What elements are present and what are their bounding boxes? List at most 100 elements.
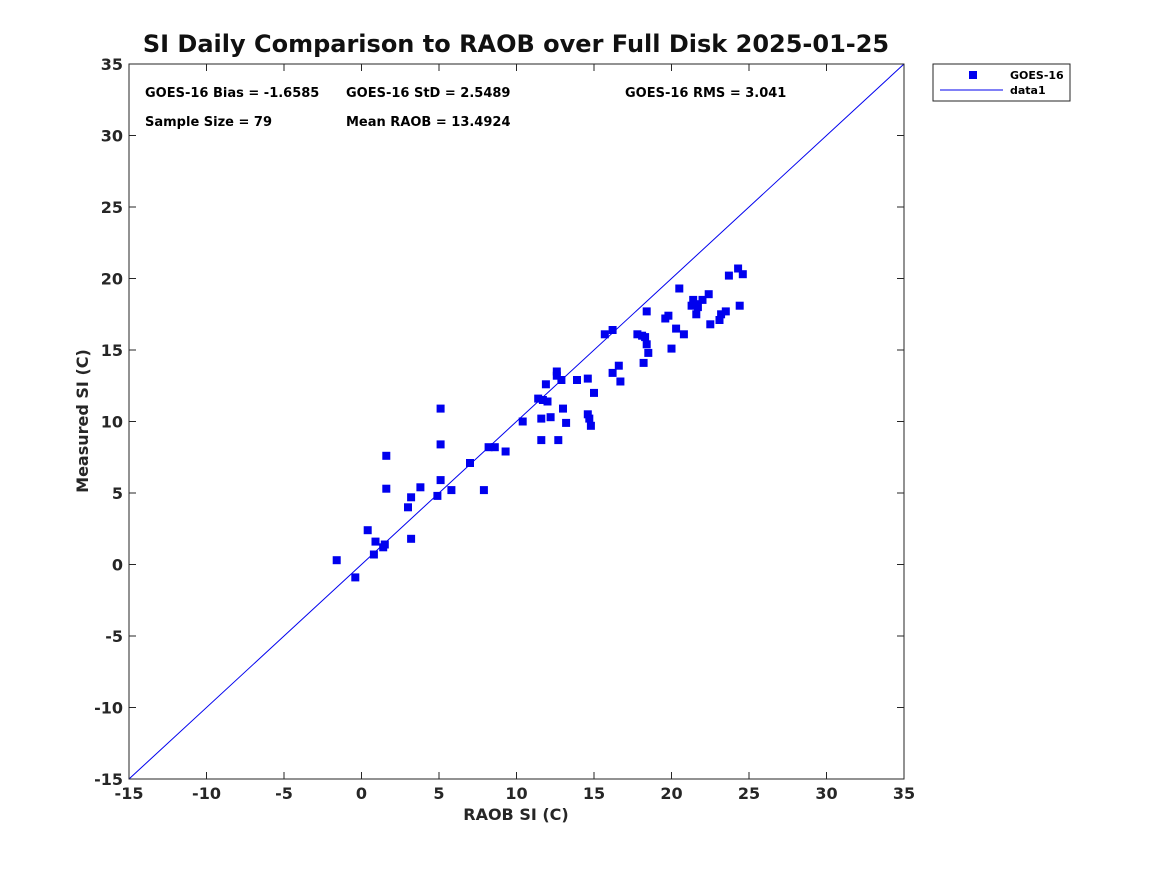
data-point-58: [672, 324, 681, 333]
y-tick-label: -15: [94, 770, 123, 789]
y-tick-label: 25: [101, 198, 123, 217]
data-point-70: [717, 310, 726, 319]
data-point-6: [380, 540, 389, 549]
data-point-66: [698, 295, 707, 304]
x-tick-label: 25: [738, 784, 760, 803]
data-point-60: [679, 330, 688, 339]
data-point-48: [633, 330, 642, 339]
data-point-17: [447, 486, 456, 495]
data-point-52: [642, 340, 651, 349]
y-axis-ticks: -15 -10 -5 0 5 10 15 20 25 30 35: [94, 55, 904, 789]
reference-line-data1: [128, 63, 905, 780]
y-tick-label: 0: [112, 556, 123, 575]
data-point-56: [664, 311, 673, 320]
data-point-47: [616, 377, 625, 386]
data-point-59: [675, 284, 684, 293]
data-point-13: [433, 491, 442, 500]
data-point-74: [735, 301, 744, 310]
data-point-15: [436, 440, 445, 449]
data-point-23: [518, 417, 527, 426]
data-point-27: [538, 396, 547, 404]
y-tick-label: -10: [94, 699, 123, 718]
reference-line-layer: [128, 63, 905, 780]
stat-std: GOES-16 StD = 2.5489: [346, 86, 510, 101]
stat-mean-raob: Mean RAOB = 13.4924: [346, 115, 511, 130]
y-tick-label: 35: [101, 55, 123, 74]
data-point-43: [600, 330, 609, 339]
data-point-12: [416, 483, 425, 492]
x-axis-label: RAOB SI (C): [463, 805, 568, 824]
y-tick-label: 10: [101, 413, 123, 432]
data-point-39: [583, 410, 592, 419]
y-tick-label: -5: [105, 627, 123, 646]
data-point-75: [738, 270, 747, 279]
data-point-28: [541, 380, 550, 389]
data-point-41: [586, 421, 595, 430]
x-tick-label: 5: [433, 784, 444, 803]
data-point-11: [407, 534, 416, 543]
data-point-65: [693, 303, 702, 312]
stat-bias: GOES-16 Bias = -1.6585: [145, 86, 319, 101]
data-point-26: [537, 436, 546, 445]
data-point-34: [557, 376, 566, 384]
data-point-53: [642, 307, 651, 316]
data-point-31: [552, 367, 561, 376]
data-point-21: [490, 443, 499, 452]
data-point-22: [501, 447, 510, 456]
legend-marker-square: [969, 71, 977, 79]
y-tick-label: 5: [112, 484, 123, 503]
data-point-44: [608, 326, 617, 334]
data-point-4: [371, 537, 380, 546]
data-point-29: [543, 397, 552, 406]
data-point-18: [466, 459, 474, 467]
data-point-69: [715, 316, 724, 324]
data-point-57: [667, 344, 676, 353]
data-point-72: [724, 271, 733, 280]
data-point-36: [562, 418, 571, 427]
data-point-10: [407, 493, 416, 502]
x-tick-label: -10: [192, 784, 221, 803]
data-point-1: [351, 573, 360, 582]
stat-rms: GOES-16 RMS = 3.041: [625, 86, 786, 101]
data-point-33: [554, 436, 563, 445]
data-point-20: [484, 443, 493, 452]
data-point-67: [704, 290, 713, 299]
data-point-37: [573, 376, 581, 384]
data-point-8: [382, 484, 391, 493]
legend: GOES-16 data1: [932, 63, 1071, 102]
data-point-7: [382, 451, 391, 460]
x-tick-label: 10: [505, 784, 527, 803]
y-tick-label: 15: [101, 341, 123, 360]
data-point-71: [721, 307, 730, 316]
data-point-38: [583, 374, 592, 383]
x-axis-ticks: -15 -10 -5 0 5 10 15 20 25 30 35: [115, 64, 915, 803]
data-point-51: [641, 333, 650, 342]
data-point-40: [585, 414, 594, 423]
data-point-73: [734, 264, 743, 273]
data-point-50: [639, 358, 648, 367]
points-layer: [332, 264, 747, 582]
data-point-42: [590, 388, 598, 397]
chart-title: SI Daily Comparison to RAOB over Full Di…: [143, 30, 889, 58]
data-point-3: [369, 550, 378, 559]
data-point-64: [692, 310, 701, 319]
y-axis-label: Measured SI (C): [73, 349, 92, 493]
data-point-25: [537, 414, 546, 423]
x-tick-label: 15: [583, 784, 605, 803]
x-tick-label: -15: [115, 784, 144, 803]
x-tick-label: 35: [893, 784, 915, 803]
data-point-35: [559, 404, 567, 413]
x-tick-label: 30: [815, 784, 837, 803]
y-tick-label: 20: [101, 270, 123, 289]
data-point-16: [436, 476, 445, 485]
data-point-14: [436, 404, 445, 413]
x-tick-label: 0: [356, 784, 367, 803]
data-point-62: [689, 295, 698, 304]
data-point-46: [614, 361, 623, 370]
data-point-2: [363, 526, 372, 535]
data-point-24: [534, 394, 543, 403]
x-tick-label: -5: [275, 784, 293, 803]
data-point-30: [546, 413, 555, 422]
legend-entry-goes16: GOES-16: [1010, 69, 1064, 82]
